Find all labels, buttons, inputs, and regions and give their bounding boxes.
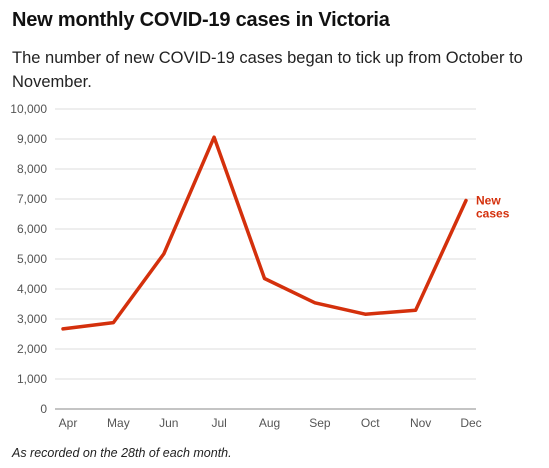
series-line <box>61 135 468 331</box>
x-tick-label: Jul <box>211 416 226 430</box>
x-tick-label: Aug <box>259 416 280 430</box>
y-tick-label: 6,000 <box>17 222 47 236</box>
x-tick-label: Jun <box>159 416 178 430</box>
series-label-line: cases <box>476 207 510 221</box>
series-label-line: New <box>476 194 501 208</box>
y-axis-ticks: 0 1,000 2,000 3,000 4,000 5,000 6,000 7,000 8,00… <box>10 102 47 416</box>
y-tick-label: 3,000 <box>17 312 47 326</box>
y-tick-label: 5,000 <box>17 252 47 266</box>
grid-lines <box>55 108 476 410</box>
series-labels: New cases <box>476 194 510 221</box>
chart-title: New monthly COVID-19 cases in Victoria <box>12 9 390 31</box>
series-label: New cases <box>476 194 510 221</box>
x-tick-label: Apr <box>59 416 78 430</box>
y-tick-label: 1,000 <box>17 372 47 386</box>
y-tick-label: 2,000 <box>17 342 47 356</box>
x-axis-ticks: Apr May Jun Jul Aug Sep Oct Nov Dec <box>59 416 482 430</box>
y-tick-label: 10,000 <box>10 102 47 116</box>
x-tick-label: Dec <box>460 416 481 430</box>
x-tick-label: May <box>107 416 130 430</box>
y-tick-label: 8,000 <box>17 162 47 176</box>
x-tick-label: Oct <box>361 416 380 430</box>
x-tick-label: Nov <box>410 416 431 430</box>
series-group <box>61 135 468 331</box>
y-tick-label: 7,000 <box>17 192 47 206</box>
y-tick-label: 4,000 <box>17 282 47 296</box>
x-tick-label: Sep <box>309 416 331 430</box>
chart-subtitle: The number of new COVID-19 cases began t… <box>12 49 523 91</box>
y-tick-label: 9,000 <box>17 132 47 146</box>
chart-footnote: As recorded on the 28th of each month. <box>12 446 232 460</box>
y-tick-label: 0 <box>40 402 47 416</box>
